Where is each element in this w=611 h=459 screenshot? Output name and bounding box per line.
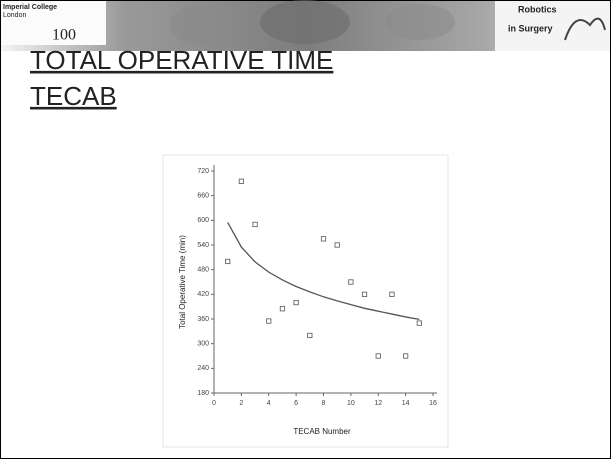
x-tick-label: 2: [239, 400, 243, 407]
data-point: [389, 291, 395, 297]
banner-decoration: [170, 5, 230, 45]
x-tick-label: 8: [322, 400, 326, 407]
data-point: [307, 332, 313, 339]
y-tick-label: 720: [197, 168, 209, 175]
data-point: [238, 178, 244, 184]
y-tick-label: 600: [197, 217, 209, 224]
x-tick-label: 4: [267, 400, 271, 407]
y-axis-label: Total Operative Time (min): [178, 235, 187, 329]
data-point: [416, 320, 422, 326]
data-point: [225, 258, 231, 265]
badge-area: [495, 1, 610, 51]
y-tick-label: 240: [197, 365, 209, 372]
logo-mark: 100: [52, 27, 76, 44]
y-tick-label: 660: [197, 193, 209, 200]
x-tick-label: 10: [347, 400, 355, 407]
trend-line: [227, 222, 420, 321]
banner-decoration: [260, 0, 350, 44]
chart-image: [162, 154, 449, 448]
logo-text: London: [3, 12, 26, 19]
data-point: [403, 353, 409, 359]
y-tick-label: 360: [197, 316, 209, 323]
data-point: [334, 242, 340, 248]
data-point: [293, 299, 299, 306]
badge-text: in Surgery: [508, 23, 553, 33]
data-point: [279, 306, 286, 312]
slide-title: TOTAL OPERATIVE TIME: [30, 45, 333, 75]
slide-title: TECAB: [30, 81, 117, 111]
y-tick-label: 300: [197, 341, 209, 348]
x-axis-label: TECAB Number: [293, 427, 351, 436]
data-point: [252, 221, 258, 228]
y-tick-label: 180: [197, 390, 209, 397]
data-point: [348, 279, 354, 285]
data-point: [361, 291, 368, 297]
badge-icon: [564, 17, 606, 41]
x-tick-label: 16: [429, 400, 437, 407]
logo-area: [1, 1, 106, 45]
data-point: [375, 353, 381, 359]
x-tick-label: 6: [294, 400, 298, 407]
logo-text: Imperial College: [3, 4, 57, 11]
data-point: [320, 236, 327, 242]
x-tick-label: 0: [212, 400, 216, 407]
x-tick-label: 14: [402, 400, 410, 407]
y-tick-label: 480: [197, 267, 209, 274]
data-point: [266, 318, 272, 324]
y-tick-label: 420: [197, 291, 209, 298]
x-tick-label: 12: [374, 400, 382, 407]
banner-decoration: [385, 4, 455, 40]
badge-text: Robotics: [518, 4, 557, 14]
y-tick-label: 540: [197, 242, 209, 249]
